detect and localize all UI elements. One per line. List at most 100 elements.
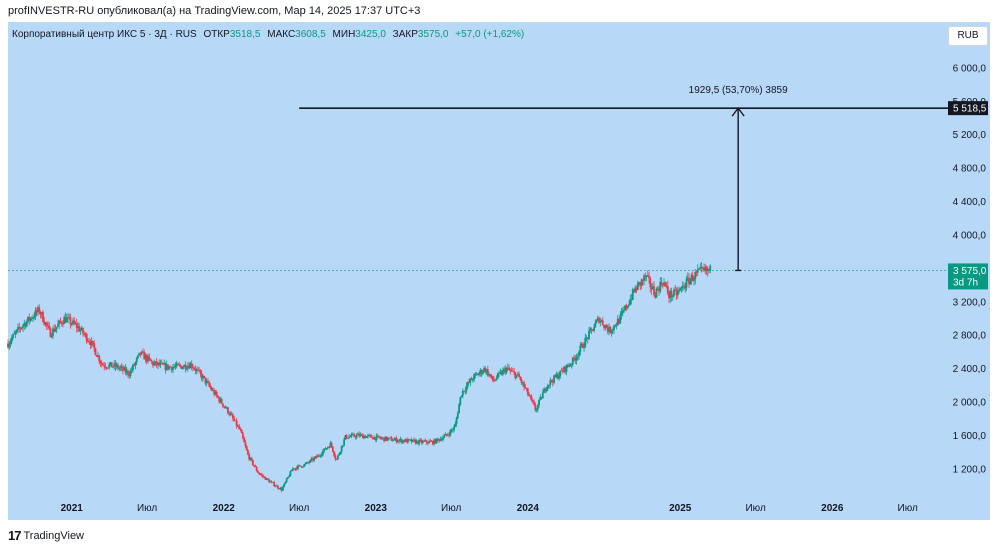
candle-body (210, 387, 213, 391)
chart-panel[interactable] (8, 22, 990, 520)
candle-body (162, 362, 164, 365)
candle-body (74, 323, 77, 325)
last-price-badge: 3 575,0 3d 7h (948, 263, 988, 290)
candle-body (509, 369, 512, 371)
candle-body (252, 460, 254, 466)
candle-body (54, 328, 57, 332)
candle-body (113, 363, 116, 367)
candle-body (155, 361, 158, 366)
candle-body (573, 357, 575, 360)
candle-body (543, 388, 545, 393)
candle-body (619, 314, 622, 324)
candle-body (380, 438, 383, 439)
footer-brand: TradingView (23, 529, 85, 542)
candle-body (247, 450, 249, 455)
candle-body (430, 441, 433, 442)
candle-body (595, 320, 598, 323)
candle-body (295, 468, 298, 470)
candle-body (511, 370, 514, 372)
candle-body (108, 364, 111, 368)
candle-body (676, 291, 679, 296)
candle-body (340, 445, 343, 452)
candle-body (70, 323, 73, 325)
candle-body (439, 439, 442, 441)
candle-body (468, 382, 470, 383)
target-price-badge: 5 518,5 (948, 101, 988, 116)
candle-body (152, 361, 154, 366)
candle-body (538, 399, 540, 405)
y-tick-label: 4 000,0 (953, 230, 987, 241)
candle-body (349, 436, 352, 438)
candle-body (685, 278, 688, 288)
candle-body (185, 368, 188, 370)
candle-body (42, 312, 44, 322)
candle-body (114, 363, 117, 368)
candle-body (624, 305, 627, 310)
candle-body (269, 481, 272, 483)
candle-body (363, 436, 366, 439)
candle-body (224, 406, 227, 409)
measure-tool[interactable]: 1929,5 (53,70%) 3859 (299, 85, 986, 272)
candle-body (55, 326, 58, 329)
candle-body (541, 392, 544, 399)
candle-body (404, 439, 407, 442)
candle-body (34, 310, 37, 318)
candle-body (423, 441, 426, 442)
candle-body (98, 355, 101, 362)
candle-body (513, 371, 515, 373)
candle-body (571, 357, 574, 365)
candle-body (14, 332, 17, 334)
candle-body (391, 440, 394, 442)
candle-body (638, 282, 640, 284)
candle-body (679, 288, 682, 291)
candle-body (394, 438, 397, 440)
candle-body (678, 290, 680, 292)
candle-body (451, 429, 454, 431)
x-axis[interactable]: 2021 Июл 2022 Июл 2023 Июл 2024 2025 Июл 2026 Июл (61, 503, 918, 514)
candle-body (173, 366, 176, 368)
candle-body (634, 287, 637, 292)
candle-body (396, 441, 399, 443)
candle-body (370, 435, 373, 438)
candle-body (616, 318, 619, 326)
candle-body (8, 344, 11, 348)
candle-body (486, 369, 489, 376)
candle-body (559, 370, 562, 376)
candle-body (636, 283, 639, 291)
candle-body (693, 279, 695, 281)
candle-body (591, 329, 594, 331)
candle-body (92, 340, 94, 344)
candle-body (329, 442, 332, 448)
candle-body (434, 439, 437, 444)
x-tick-label: Июл (441, 503, 461, 514)
candle-body (354, 436, 357, 438)
candle-body (520, 379, 523, 384)
candle-body (242, 433, 244, 439)
candle-body (229, 413, 232, 415)
candle-body (47, 325, 49, 327)
candle-body (19, 328, 22, 330)
candle-body (145, 355, 148, 362)
candle-body (278, 488, 281, 490)
candle-body (139, 352, 142, 355)
candle-body (333, 451, 336, 456)
candle-body (153, 362, 156, 366)
candle-body (378, 435, 381, 438)
candle-body (375, 435, 378, 440)
candle-body (215, 392, 218, 396)
candle-body (197, 369, 199, 371)
candle-body (523, 382, 525, 388)
candle-body (514, 372, 517, 378)
candle-body (293, 468, 296, 470)
currency-button[interactable]: RUB (948, 26, 988, 46)
candle-body (218, 397, 221, 402)
candle-body (604, 325, 607, 328)
candle-body (38, 307, 41, 313)
candle-body (664, 282, 667, 286)
candle-body (533, 401, 535, 405)
candle-body (324, 448, 327, 450)
candle-body (303, 464, 306, 467)
y-tick-label: 4 400,0 (953, 197, 987, 208)
candle-body (172, 367, 174, 371)
